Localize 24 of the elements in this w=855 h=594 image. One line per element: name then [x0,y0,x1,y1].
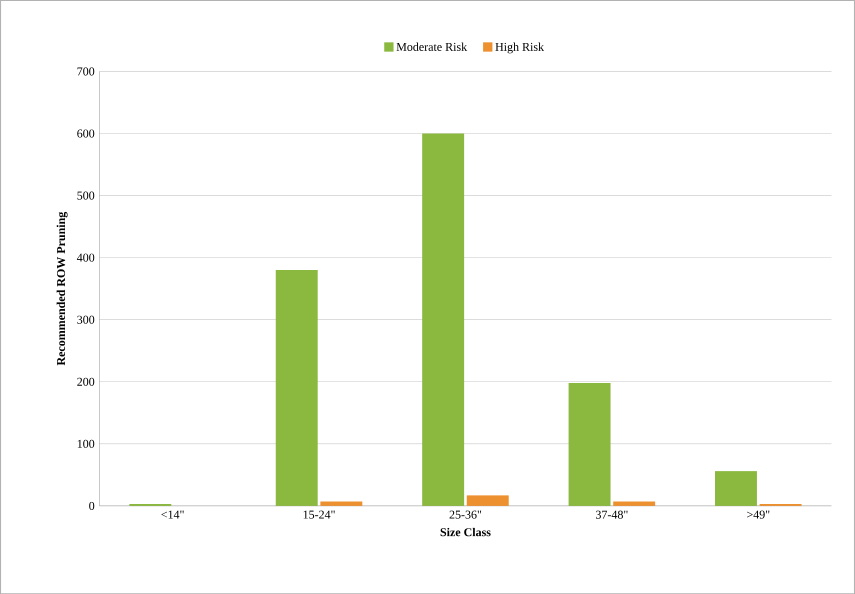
x-tick-label: 15-24" [304,510,335,518]
y-tick-label: 0 [89,502,94,510]
y-tick-label: 100 [78,440,94,448]
x-tick-label: 25-36" [450,510,482,518]
y-axis-title: Recommended ROW Pruning [56,212,68,366]
x-tick-label: 37-48" [596,510,628,519]
bar [320,501,362,506]
legend-label: Moderate Risk [396,42,468,51]
bar [276,270,318,506]
y-tick-label: 200 [77,378,94,386]
bar [466,495,509,506]
y-tick-label: 300 [77,315,94,324]
y-tick-label: 600 [77,129,94,138]
y-tick-label: 400 [76,253,94,262]
y-tick-label: 500 [77,191,94,200]
bar [422,133,464,506]
bar [568,382,611,506]
bar [715,470,757,506]
bar [613,501,656,506]
legend-label: High Risk [495,42,544,54]
x-axis-title: Size Class [440,528,491,536]
y-tick-label: 700 [78,67,94,76]
x-tick-label: <14" [161,510,184,518]
x-tick-label: >49" [747,510,770,518]
